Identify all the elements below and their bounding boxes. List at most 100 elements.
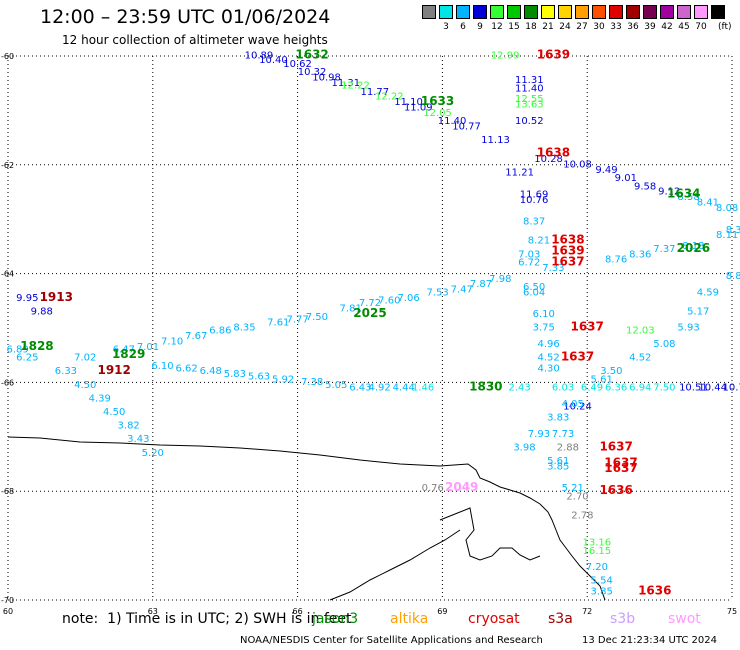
- wave-height-label: 0.76: [422, 483, 444, 494]
- orbit-id-label: 1637: [551, 254, 584, 268]
- wave-height-label: 8.85: [726, 271, 740, 282]
- orbit-id-label: 1829: [112, 347, 145, 361]
- lon-tick-label: 69: [437, 607, 447, 616]
- wave-height-label: 2.43: [508, 383, 530, 394]
- wave-height-label: 1.46: [412, 383, 434, 394]
- wave-height-label: 11.77: [361, 87, 390, 98]
- orbit-id-label: 1637: [570, 320, 603, 334]
- orbit-id-label: 1637: [604, 461, 637, 475]
- orbit-id-label: 1633: [421, 94, 454, 108]
- wave-height-label: 4.30: [537, 364, 559, 375]
- orbit-id-label: 1636: [599, 483, 632, 497]
- orbit-id-label: 1913: [40, 290, 73, 304]
- lat-tick-label: -60: [1, 52, 14, 61]
- wave-height-label: 7.01: [137, 342, 159, 353]
- wave-height-label: 10.77: [452, 121, 481, 132]
- lat-tick-label: -68: [1, 487, 14, 496]
- orbit-id-label: 1632: [295, 48, 328, 62]
- wave-height-label: 6.89: [7, 344, 29, 355]
- wave-height-label: 6.86: [209, 325, 231, 336]
- legend-swatch: [609, 5, 623, 19]
- wave-height-label: 3.50: [600, 366, 622, 377]
- wave-height-label: 5.63: [248, 372, 270, 383]
- orbit-id-label: 1638: [551, 233, 584, 247]
- legend-value: 24: [559, 22, 571, 32]
- wave-height-label: 6.10: [533, 309, 555, 320]
- wave-height-label: 4.96: [537, 339, 559, 350]
- wave-height-label: 8.58: [677, 192, 699, 203]
- wave-height-label: 10.51: [679, 383, 708, 394]
- wave-height-label: 13.63: [515, 100, 544, 111]
- wave-height-label: 11.10: [394, 97, 423, 108]
- wave-height-label: 8.36: [629, 249, 651, 260]
- wave-height-label: 6.48: [200, 366, 222, 377]
- wave-height-label: 3.98: [513, 442, 535, 453]
- satellite-s3b: s3b: [610, 611, 636, 627]
- orbit-id-label: 1637: [604, 456, 637, 470]
- wave-height-label: 11.13: [481, 135, 510, 146]
- lat-tick-label: -70: [1, 596, 14, 605]
- orbit-id-label: 2049: [445, 480, 478, 494]
- wave-height-label: 5.92: [272, 374, 294, 385]
- satellite-cryosat: cryosat: [468, 611, 520, 627]
- wave-height-label: 5.83: [224, 369, 246, 380]
- wave-height-label: 5.17: [687, 306, 709, 317]
- wave-height-label: 11.21: [505, 168, 534, 179]
- wave-height-label: 7.72: [359, 298, 381, 309]
- wave-height-label: 11.09: [404, 102, 433, 113]
- orbit-id-label: 2025: [353, 306, 386, 320]
- orbit-id-label: 1639: [537, 48, 570, 62]
- wave-height-label: 6.50: [523, 282, 545, 293]
- legend-swatch: [677, 5, 691, 19]
- wave-height-label: 7.60: [378, 296, 400, 307]
- orbit-id-label: 1637: [599, 439, 632, 453]
- wave-height-label: 11.40: [515, 83, 544, 94]
- wave-height-label: 6.36: [605, 383, 627, 394]
- legend-swatch: [541, 5, 555, 19]
- wave-height-label: 11.31: [515, 75, 544, 86]
- wave-height-label: 4.50: [74, 380, 96, 391]
- wave-height-label: 6.25: [16, 353, 38, 364]
- wave-height-label: 4.05: [562, 399, 584, 410]
- lon-tick-label: 72: [582, 607, 592, 616]
- lat-tick-label: -62: [1, 161, 14, 170]
- wave-height-label: 7.77: [286, 315, 308, 326]
- wave-height-label: 8.18: [682, 241, 704, 252]
- lat-tick-label: -66: [1, 378, 14, 387]
- orbit-id-label: 1636: [638, 584, 671, 598]
- wave-height-label: 7.50: [306, 312, 328, 323]
- wave-height-label: 7.87: [470, 279, 492, 290]
- wave-height-label: 9.95: [16, 293, 38, 304]
- orbit-id-label: 1638: [537, 146, 570, 160]
- wave-height-label: 11.69: [520, 189, 549, 200]
- legend-value: 12: [491, 22, 503, 32]
- legend-unit: (ft): [718, 22, 732, 32]
- wave-height-label: 9.49: [595, 165, 617, 176]
- wave-height-label: 7.81: [340, 304, 362, 315]
- orbit-id-label: 2026: [677, 241, 710, 255]
- orbit-id-label: 1912: [97, 363, 130, 377]
- wave-height-label: 4.44: [393, 383, 415, 394]
- legend-swatch: [643, 5, 657, 19]
- legend-value: 33: [610, 22, 622, 32]
- legend-swatch: [660, 5, 674, 19]
- wave-height-label: 10.89: [245, 51, 274, 62]
- wave-height-label: 12.22: [341, 81, 370, 92]
- orbit-id-label: 1637: [561, 350, 594, 364]
- wave-height-label: 12.55: [515, 94, 544, 105]
- lon-tick-label: 63: [148, 607, 158, 616]
- wave-height-label: 6.04: [523, 287, 545, 298]
- wave-height-label: 8.11: [716, 230, 738, 241]
- wave-height-label: 7.61: [267, 317, 289, 328]
- legend-value: 30: [593, 22, 605, 32]
- wave-height-label: 10.62: [283, 59, 312, 70]
- wave-height-label: 10.32: [298, 67, 327, 78]
- chart-title: 12:00 – 23:59 UTC 01/06/2024: [40, 6, 331, 28]
- legend-swatch: [422, 5, 436, 19]
- wave-height-label: 7.10: [161, 336, 183, 347]
- wave-height-label: 3.85: [591, 587, 613, 598]
- legend-value: 27: [576, 22, 588, 32]
- wave-height-label: 7.73: [552, 429, 574, 440]
- legend-swatch: [473, 5, 487, 19]
- wave-height-label: 9.01: [615, 173, 637, 184]
